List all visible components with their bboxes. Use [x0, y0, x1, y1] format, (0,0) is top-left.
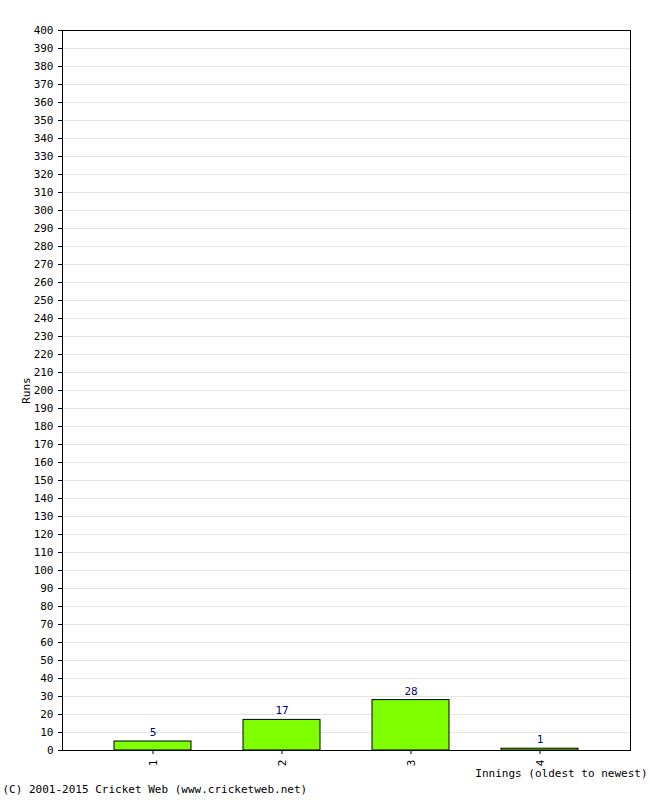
svg-text:110: 110 [34, 546, 54, 559]
svg-text:90: 90 [40, 582, 53, 595]
svg-text:340: 340 [34, 132, 54, 145]
svg-text:60: 60 [40, 636, 53, 649]
svg-text:1: 1 [537, 733, 544, 746]
svg-text:200: 200 [34, 384, 54, 397]
svg-text:(C) 2001-2015 Cricket Web (www: (C) 2001-2015 Cricket Web (www.cricketwe… [3, 783, 308, 796]
svg-text:250: 250 [34, 294, 54, 307]
svg-text:190: 190 [34, 402, 54, 415]
svg-text:360: 360 [34, 96, 54, 109]
svg-text:28: 28 [404, 685, 417, 698]
svg-text:Runs: Runs [20, 377, 33, 404]
svg-text:70: 70 [40, 618, 53, 631]
svg-text:150: 150 [34, 474, 54, 487]
svg-text:30: 30 [40, 690, 53, 703]
svg-text:220: 220 [34, 348, 54, 361]
svg-text:380: 380 [34, 60, 54, 73]
svg-text:80: 80 [40, 600, 53, 613]
svg-text:290: 290 [34, 222, 54, 235]
svg-text:160: 160 [34, 456, 54, 469]
svg-text:50: 50 [40, 654, 53, 667]
svg-text:400: 400 [34, 24, 54, 37]
svg-text:0: 0 [47, 744, 54, 757]
svg-text:20: 20 [40, 708, 53, 721]
svg-text:1: 1 [147, 760, 160, 767]
svg-text:120: 120 [34, 528, 54, 541]
svg-text:180: 180 [34, 420, 54, 433]
svg-text:2: 2 [276, 760, 289, 767]
svg-text:210: 210 [34, 366, 54, 379]
svg-text:270: 270 [34, 258, 54, 271]
svg-text:5: 5 [150, 726, 157, 739]
svg-text:390: 390 [34, 42, 54, 55]
svg-text:10: 10 [40, 726, 53, 739]
svg-text:17: 17 [275, 704, 288, 717]
svg-text:40: 40 [40, 672, 53, 685]
svg-text:170: 170 [34, 438, 54, 451]
svg-text:4: 4 [534, 759, 547, 766]
svg-text:Innings (oldest to newest): Innings (oldest to newest) [475, 767, 647, 780]
svg-text:330: 330 [34, 150, 54, 163]
svg-text:130: 130 [34, 510, 54, 523]
svg-text:280: 280 [34, 240, 54, 253]
svg-text:140: 140 [34, 492, 54, 505]
svg-text:320: 320 [34, 168, 54, 181]
svg-text:100: 100 [34, 564, 54, 577]
svg-text:370: 370 [34, 78, 54, 91]
svg-text:260: 260 [34, 276, 54, 289]
svg-text:3: 3 [405, 760, 418, 767]
svg-text:300: 300 [34, 204, 54, 217]
svg-text:310: 310 [34, 186, 54, 199]
svg-text:230: 230 [34, 330, 54, 343]
svg-text:350: 350 [34, 114, 54, 127]
svg-text:240: 240 [34, 312, 54, 325]
